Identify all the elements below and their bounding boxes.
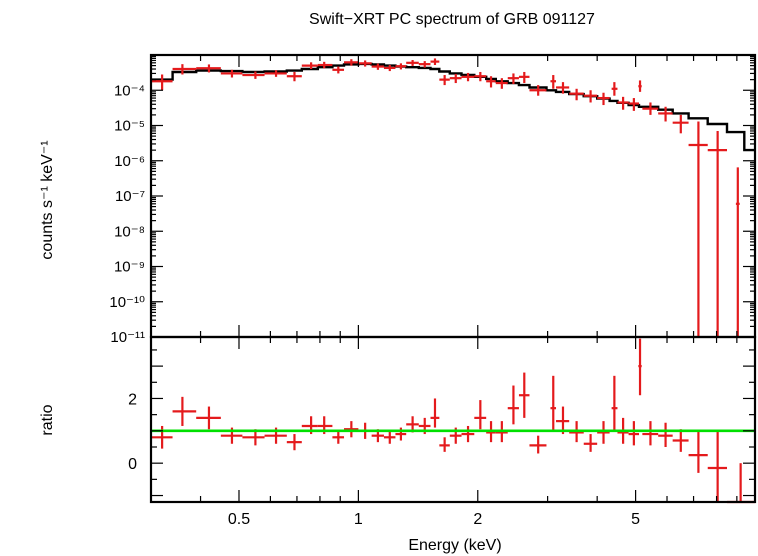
spectrum-panel-frame	[149, 53, 757, 339]
spectrum-data-point	[264, 70, 287, 77]
ratio-data-point	[507, 385, 519, 425]
ratio-panel-frame	[149, 335, 757, 504]
y-tick-label: 10⁻⁴	[114, 82, 145, 99]
spectrum-data-point	[371, 63, 384, 70]
ratio-data-point	[611, 375, 618, 431]
spectrum-data-point	[439, 75, 450, 86]
ratio-data-point	[529, 435, 547, 454]
ratio-data-point	[332, 430, 345, 444]
spectrum-data-point	[301, 62, 318, 70]
ratio-data-point	[344, 421, 359, 438]
ratio-data-point	[658, 422, 673, 447]
ratio-data-point	[286, 434, 302, 451]
spectrum-data-point	[172, 64, 197, 75]
spectrum-data-point	[628, 98, 640, 111]
ratio-data-point	[151, 425, 173, 449]
spectrum-data-point	[550, 75, 557, 89]
model-curve	[151, 62, 755, 152]
ratio-data-point	[461, 425, 475, 443]
ratio-data-point	[556, 406, 570, 435]
spectrum-panel: 10⁻¹¹ 10⁻¹⁰ 10⁻⁹ 10⁻⁸ 10⁻⁷ 10⁻⁶ 10⁻⁵ 10⁻⁴ count…	[39, 53, 757, 346]
spectrum-data-point	[642, 102, 659, 115]
ratio-data-point	[597, 421, 610, 444]
spectrum-data-point	[672, 114, 689, 134]
spectrum-data-point	[688, 121, 708, 337]
ratio-data-point	[474, 400, 487, 430]
y-tick-label: 10⁻⁷	[115, 188, 145, 205]
spectrum-data-point	[358, 60, 372, 67]
ratio-data-point	[642, 421, 659, 446]
x-tick-label: 2	[473, 511, 482, 528]
ratio-data-point	[383, 430, 396, 444]
spectrum-data-point	[406, 60, 419, 66]
energy-x-axis-label: Energy (keV)	[408, 537, 501, 554]
y-tick-label: 10⁻¹¹	[110, 329, 145, 346]
ratio-data-point	[727, 463, 755, 504]
spectrum-data-point	[332, 66, 345, 74]
spectrum-data-layer	[151, 58, 755, 337]
ratio-data-layer	[151, 338, 755, 504]
ratio-data-point	[430, 398, 440, 428]
spectrum-data-point	[242, 71, 265, 79]
ratio-y-tick-label: 2	[128, 391, 137, 408]
y-tick-label: 10⁻⁶	[114, 153, 145, 170]
spectrum-data-point	[151, 74, 173, 91]
spectrum-data-point	[317, 61, 333, 69]
spectrum-data-point	[735, 167, 740, 337]
spectrum-data-point	[220, 69, 243, 78]
ratio-y-tick-label: 0	[128, 456, 137, 473]
y-tick-label: 10⁻⁵	[114, 118, 145, 135]
spectrum-data-point	[196, 64, 221, 73]
ratio-data-point	[518, 372, 530, 418]
x-tick-label: 1	[354, 511, 363, 528]
ratio-data-point	[439, 437, 450, 452]
spectrum-data-point	[383, 65, 396, 72]
spectrum-data-point	[597, 92, 610, 106]
spectrum-data-point	[507, 73, 519, 85]
spectrum-data-point	[430, 58, 440, 66]
ratio-data-point	[672, 429, 689, 452]
spectrum-data-point	[569, 88, 584, 101]
spectrum-data-point	[611, 82, 618, 96]
ratio-data-point	[707, 430, 728, 502]
spectrum-data-point	[461, 72, 475, 82]
y-tick-label: 10⁻¹⁰	[109, 294, 145, 311]
spectrum-data-point	[286, 71, 302, 82]
spectrum-data-point	[583, 90, 598, 103]
y-tick-label: 10⁻⁹	[114, 259, 145, 276]
ratio-data-point	[638, 338, 642, 396]
spectrum-data-point	[658, 106, 673, 122]
x-tick-label: 0.5	[228, 511, 250, 528]
chart-title: Swift−XRT PC spectrum of GRB 091127	[309, 11, 595, 28]
ratio-data-point	[688, 430, 708, 473]
spectrum-data-point	[486, 76, 496, 88]
ratio-panel: 0.5 1 2 5 0 2 ratio Energy (keV)	[39, 335, 757, 554]
spectrum-data-point	[474, 71, 487, 82]
ratio-data-point	[550, 375, 557, 431]
y-tick-label: 10⁻⁸	[114, 223, 145, 240]
ratio-data-point	[583, 434, 598, 452]
spectrum-data-point	[418, 61, 431, 68]
ratio-ticks: 0.5 1 2 5 0 2	[128, 337, 755, 528]
spectrum-data-point	[529, 85, 547, 96]
spectrum-data-point	[707, 130, 728, 337]
spectrum-data-point	[638, 80, 642, 92]
ratio-data-point	[172, 396, 197, 426]
spectrum-ticks: 10⁻¹¹ 10⁻¹⁰ 10⁻⁹ 10⁻⁸ 10⁻⁷ 10⁻⁶ 10⁻⁵ 10⁻⁴	[109, 55, 755, 346]
spectrum-data-point	[495, 78, 508, 89]
ratio-data-point	[628, 421, 640, 446]
ratio-data-point	[196, 406, 221, 430]
spectrum-data-point	[395, 63, 407, 70]
spectrum-data-point	[556, 82, 570, 94]
spectrum-data-point	[344, 59, 359, 66]
spectrum-data-point	[617, 96, 629, 110]
spectrum-y-axis-label: counts s⁻¹ keV⁻¹	[39, 140, 56, 259]
spectrum-data-point	[518, 71, 530, 84]
ratio-y-axis-label: ratio	[39, 404, 56, 435]
x-tick-label: 5	[631, 511, 640, 528]
spectrum-data-point	[449, 73, 462, 84]
